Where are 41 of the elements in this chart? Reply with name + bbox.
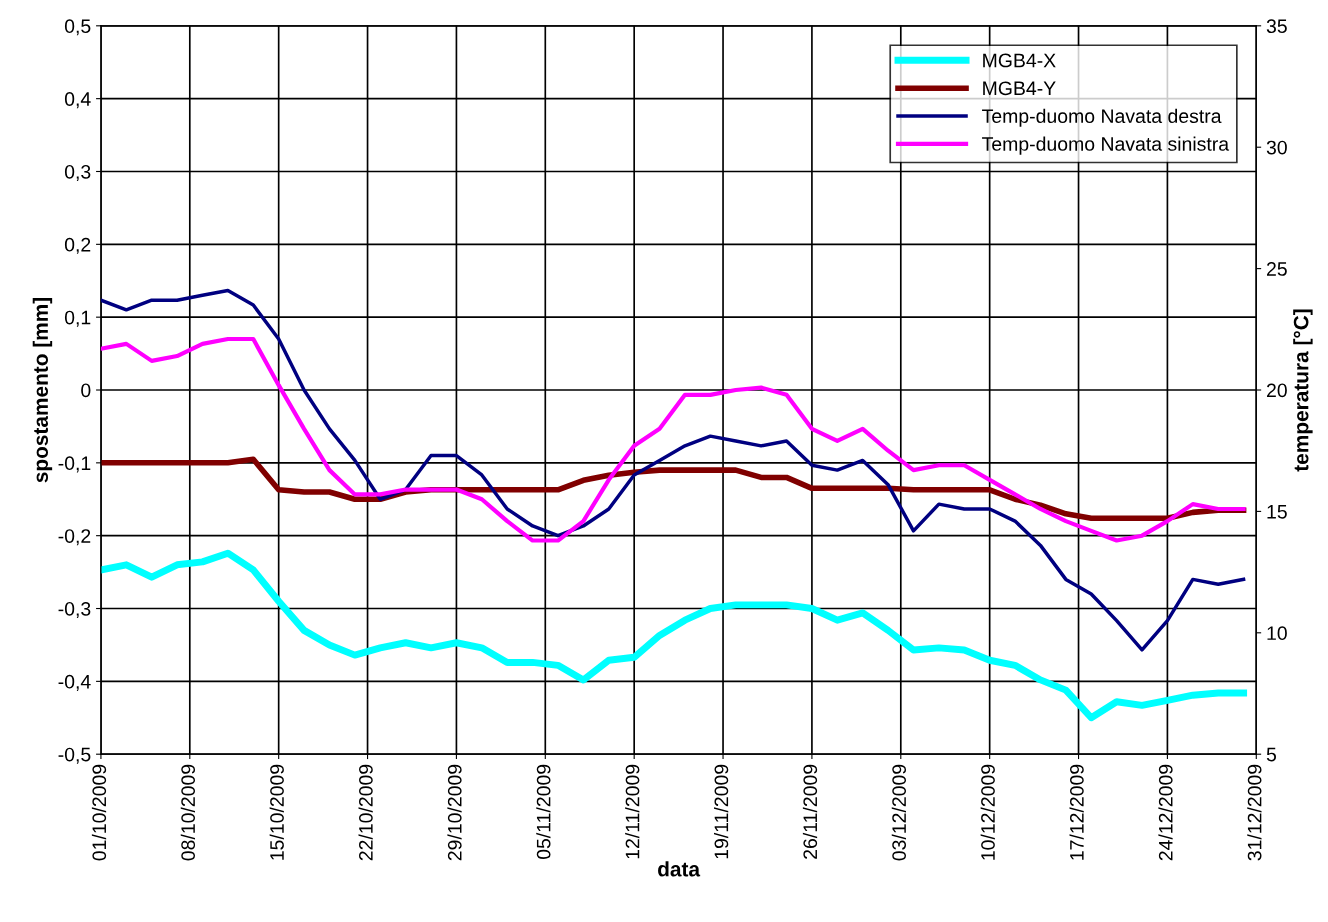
x-tick-label: 15/10/2009 [269, 764, 284, 860]
legend-label: Temp-duomo Navata sinistra [982, 136, 1230, 155]
y-tick-label: 0,2 [64, 237, 91, 254]
y-tick-label: 0,1 [64, 310, 91, 327]
x-tick-label: 19/11/2009 [713, 764, 729, 859]
y-tick-label: -0,4 [58, 674, 91, 691]
x-tick-label: 01/10/2009 [91, 764, 107, 861]
line-series [100, 336, 1246, 543]
y-tick-label: -0,3 [58, 601, 91, 619]
x-tick-label: 24/12/2009 [1158, 764, 1173, 861]
y2-tick-label: 35 [1266, 19, 1287, 34]
legend-label: Temp-duomo Navata destra [982, 108, 1222, 127]
x-axis-title: data [658, 861, 701, 877]
y2-tick-label: 20 [1266, 383, 1287, 398]
y-tick-label: 0,4 [64, 92, 91, 109]
x-tick-label: 05/11/2009 [536, 764, 551, 860]
x-tick-label: 03/12/2009 [891, 764, 907, 861]
y2-tick-label: 5 [1266, 747, 1277, 762]
x-tick-label: 26/11/2009 [802, 764, 818, 859]
y-tick-label: 0,5 [64, 19, 91, 36]
y2-tick-label: 25 [1266, 262, 1287, 276]
y2-tick-label: 10 [1267, 626, 1287, 641]
y2-tick-label: 30 [1266, 140, 1287, 155]
legend-label: MGB4-X [983, 53, 1056, 68]
x-tick-label: 29/10/2009 [447, 764, 462, 861]
x-tick-label: 22/10/2009 [358, 764, 373, 861]
y-tick-label: -0,1 [58, 456, 91, 473]
legend-label: MGB4-Y [983, 81, 1056, 96]
x-tick-label: 12/11/2009 [625, 764, 640, 859]
x-tick-label: 17/12/2009 [1069, 764, 1084, 860]
x-tick-label: 08/10/2009 [180, 764, 196, 861]
y2-tick-label: 15 [1267, 505, 1287, 519]
y-tick-label: 0,3 [64, 164, 91, 182]
y-tick-label: 0 [81, 383, 91, 398]
line-series [100, 288, 1246, 652]
y2-axis-title: temperatura [°C] [1293, 309, 1313, 472]
y-tick-label: -0,2 [58, 529, 91, 546]
x-tick-label: 10/12/2009 [980, 764, 995, 860]
x-tick-label: 31/12/2009 [1247, 764, 1262, 861]
y-axis-title: spostamento [mm] [32, 297, 53, 483]
y-tick-label: -0,5 [58, 747, 91, 764]
